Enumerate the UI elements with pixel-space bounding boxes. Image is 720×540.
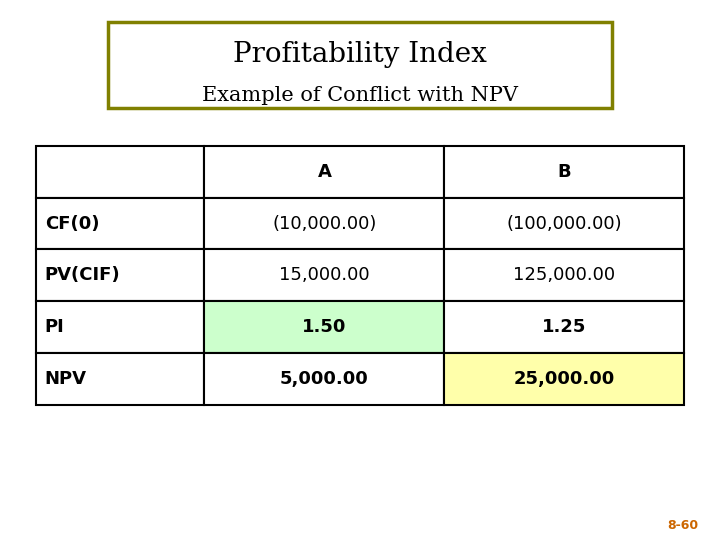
Text: 25,000.00: 25,000.00: [513, 370, 615, 388]
Text: 1.50: 1.50: [302, 318, 346, 336]
Text: (100,000.00): (100,000.00): [506, 214, 622, 233]
Bar: [204, 301, 444, 353]
Bar: [204, 249, 444, 301]
Text: (10,000.00): (10,000.00): [272, 214, 377, 233]
Text: 1.25: 1.25: [542, 318, 586, 336]
Text: 5,000.00: 5,000.00: [280, 370, 369, 388]
Text: B: B: [557, 163, 571, 181]
Text: A: A: [318, 163, 331, 181]
Bar: [444, 146, 684, 198]
Bar: [204, 198, 444, 249]
Text: Profitability Index: Profitability Index: [233, 40, 487, 68]
Bar: [444, 198, 684, 249]
Bar: [36, 146, 204, 198]
Text: 8-60: 8-60: [667, 519, 698, 532]
Bar: [204, 146, 444, 198]
Bar: [36, 353, 204, 405]
Bar: [444, 301, 684, 353]
Text: 125,000.00: 125,000.00: [513, 266, 615, 285]
Text: Example of Conflict with NPV: Example of Conflict with NPV: [202, 86, 518, 105]
Bar: [36, 198, 204, 249]
Bar: [204, 353, 444, 405]
Text: 15,000.00: 15,000.00: [279, 266, 369, 285]
Bar: [108, 22, 612, 108]
Bar: [36, 301, 204, 353]
Bar: [444, 353, 684, 405]
Text: PV(CIF): PV(CIF): [45, 266, 120, 285]
Text: CF(0): CF(0): [45, 214, 99, 233]
Text: NPV: NPV: [45, 370, 86, 388]
Bar: [444, 249, 684, 301]
Text: PI: PI: [45, 318, 64, 336]
Bar: [36, 249, 204, 301]
